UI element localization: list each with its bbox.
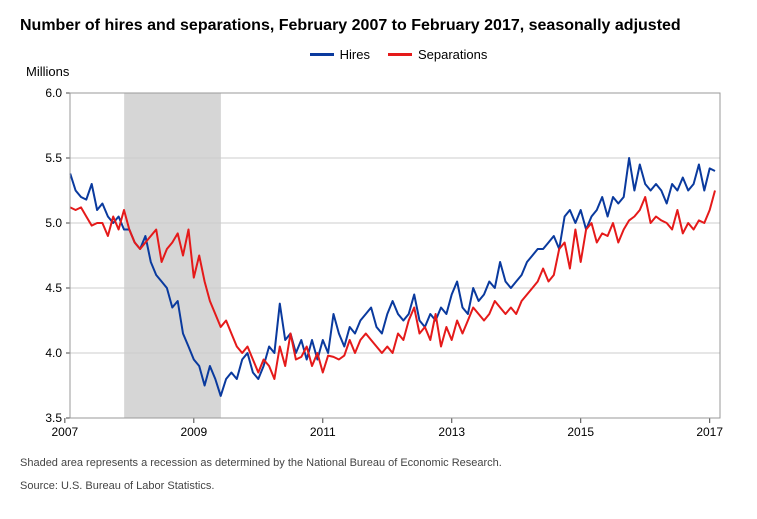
legend-swatch-separations xyxy=(388,53,412,56)
svg-text:2017: 2017 xyxy=(696,425,723,439)
y-axis-label: Millions xyxy=(26,64,737,79)
svg-text:2007: 2007 xyxy=(51,425,78,439)
svg-text:4.0: 4.0 xyxy=(45,346,62,360)
legend-label-hires: Hires xyxy=(340,47,370,62)
legend-item-hires: Hires xyxy=(310,47,370,62)
svg-text:3.5: 3.5 xyxy=(45,411,62,425)
svg-text:5.0: 5.0 xyxy=(45,216,62,230)
svg-text:2013: 2013 xyxy=(438,425,465,439)
legend-swatch-hires xyxy=(310,53,334,56)
legend-item-separations: Separations xyxy=(388,47,487,62)
line-chart: 3.5 4.0 4.5 5.0 5.5 6.0 2007 2009 2011 2013 2015 20… xyxy=(20,83,735,443)
legend: Hires Separations xyxy=(60,47,737,62)
chart-area: 3.5 4.0 4.5 5.0 5.5 6.0 2007 2009 2011 2013 2015 20… xyxy=(20,83,737,448)
svg-text:2015: 2015 xyxy=(567,425,594,439)
svg-text:2011: 2011 xyxy=(310,425,336,439)
svg-text:5.5: 5.5 xyxy=(45,151,62,165)
chart-title: Number of hires and separations, Februar… xyxy=(20,16,737,37)
svg-text:6.0: 6.0 xyxy=(45,86,62,100)
svg-text:2009: 2009 xyxy=(180,425,207,439)
legend-label-separations: Separations xyxy=(418,47,487,62)
svg-text:4.5: 4.5 xyxy=(45,281,62,295)
footnote-recession: Shaded area represents a recession as de… xyxy=(20,456,737,471)
footnote-source: Source: U.S. Bureau of Labor Statistics. xyxy=(20,479,737,494)
